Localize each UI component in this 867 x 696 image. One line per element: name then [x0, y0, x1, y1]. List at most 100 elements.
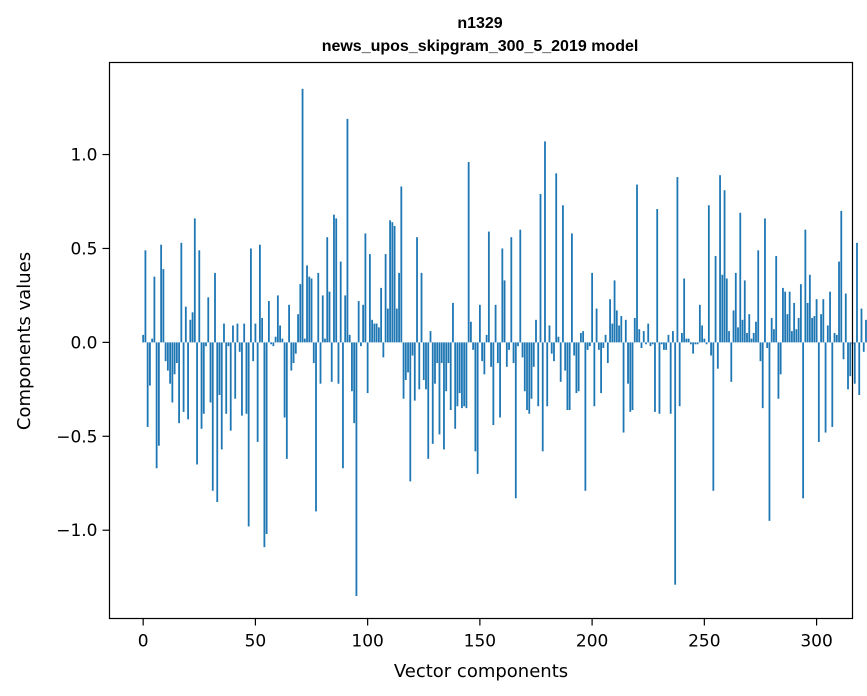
bar-84 [330, 342, 333, 382]
bar-59 [274, 336, 277, 343]
bar-134 [443, 342, 445, 450]
bar-45 [243, 323, 246, 343]
bar-108 [384, 254, 387, 343]
bar-309 [835, 334, 838, 343]
bar-168 [519, 229, 522, 343]
bar-114 [398, 272, 400, 343]
bar-20 [187, 342, 189, 420]
bar-137 [449, 342, 452, 410]
bar-177 [539, 193, 542, 343]
bar-151 [481, 342, 484, 362]
bar-38 [227, 342, 230, 347]
bar-261 [728, 331, 730, 343]
bar-18 [182, 342, 185, 412]
bar-239 [678, 342, 681, 407]
bar-124 [420, 272, 423, 343]
x-tick-label: 0 [138, 632, 149, 652]
bar-251 [705, 342, 708, 345]
bar-236 [672, 331, 674, 343]
bar-series [142, 88, 867, 596]
bar-145 [467, 162, 470, 343]
bar-60 [276, 295, 279, 343]
bar-55 [265, 342, 268, 534]
bar-314 [847, 342, 849, 390]
bar-148 [474, 342, 477, 452]
bar-238 [676, 177, 679, 343]
bar-193 [575, 342, 578, 394]
bar-198 [586, 342, 589, 350]
bar-281 [773, 329, 775, 343]
bar-321 [862, 342, 865, 352]
bar-224 [645, 342, 647, 345]
bar-266 [739, 212, 742, 343]
bar-53 [261, 317, 264, 343]
bar-220 [636, 184, 638, 343]
bar-310 [838, 261, 840, 343]
bar-15 [175, 342, 178, 364]
bar-101 [368, 254, 371, 343]
y-axis-label: Components values [14, 252, 35, 430]
bar-215 [624, 319, 627, 343]
bar-184 [555, 173, 558, 343]
bar-161 [503, 280, 506, 343]
bar-58 [272, 342, 275, 347]
bar-254 [712, 342, 715, 491]
bar-233 [665, 342, 668, 350]
bar-213 [620, 316, 623, 343]
bar-155 [490, 342, 492, 367]
bar-17 [180, 242, 183, 343]
bar-95 [355, 342, 358, 596]
bar-8 [160, 244, 163, 343]
bar-66 [290, 342, 293, 371]
y-tick-label: 0.5 [70, 239, 97, 259]
bar-203 [597, 342, 600, 350]
bar-294 [802, 342, 805, 499]
bar-160 [501, 248, 504, 343]
bar-162 [505, 342, 508, 367]
bar-3 [149, 342, 151, 386]
bar-100 [366, 342, 369, 394]
bar-13 [171, 342, 174, 403]
bar-265 [737, 327, 739, 343]
bar-279 [768, 342, 771, 521]
bar-320 [860, 308, 863, 343]
bar-130 [434, 342, 436, 384]
y-tick-label: 0.0 [70, 333, 97, 353]
bar-157 [494, 304, 497, 343]
bar-163 [508, 342, 510, 350]
bar-270 [748, 314, 751, 343]
bar-187 [562, 205, 564, 343]
bar-22 [191, 312, 194, 343]
bar-292 [797, 317, 800, 343]
bar-140 [456, 342, 459, 407]
bar-90 [344, 295, 347, 343]
bar-268 [743, 280, 746, 343]
bar-170 [523, 342, 526, 392]
bar-129 [431, 342, 434, 444]
bar-214 [622, 342, 625, 433]
bar-96 [357, 301, 360, 343]
bar-89 [342, 342, 344, 469]
bar-32 [214, 272, 216, 343]
y-tick-label: −1.0 [56, 521, 97, 541]
bar-120 [411, 342, 414, 356]
bar-27 [202, 342, 205, 414]
bar-216 [627, 342, 629, 384]
bar-118 [407, 342, 409, 373]
bar-125 [422, 342, 425, 380]
chart-subtitle: news_upos_skipgram_300_5_2019 model [322, 38, 639, 55]
bar-166 [514, 342, 517, 499]
bar-36 [223, 323, 225, 343]
bar-260 [725, 278, 728, 343]
chart-title: n1329 [457, 15, 502, 32]
x-tick-label: 300 [800, 632, 832, 652]
bar-258 [721, 274, 724, 343]
bar-230 [658, 342, 661, 414]
bar-49 [252, 342, 255, 362]
bar-247 [696, 342, 699, 345]
bar-83 [328, 291, 331, 343]
bar-43 [238, 342, 241, 352]
x-tick-label: 200 [576, 632, 608, 652]
bar-72 [303, 338, 306, 343]
bar-277 [764, 218, 766, 343]
